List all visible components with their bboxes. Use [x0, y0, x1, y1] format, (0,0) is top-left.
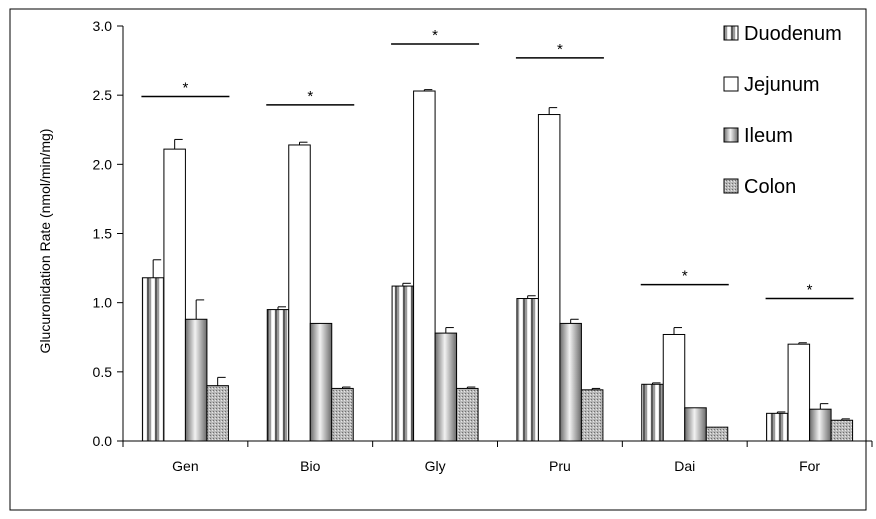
significance-marker-gly: * [432, 27, 438, 44]
bar-jejunum-gen [163, 148, 186, 442]
legend-label-duodenum: Duodenum [744, 23, 842, 45]
y-tick-label: 0.0 [93, 433, 113, 449]
legend-label-colon: Colon [744, 176, 796, 198]
legend-label-ileum: Ileum [744, 125, 793, 147]
legend: Duodenum Jejunum Ileum Colon [723, 23, 842, 198]
bar-ileum-dai [684, 407, 707, 442]
significance-marker-bio: * [307, 88, 313, 105]
x-tick-label-dai: Dai [674, 458, 695, 474]
y-tick-label: 1.5 [93, 226, 113, 242]
bar-duodenum-gly [391, 285, 415, 442]
bar-duodenum-pru [516, 298, 539, 442]
bar-colon-dai [705, 426, 729, 442]
bar-jejunum-dai [662, 333, 686, 442]
bar-jejunum-pru [537, 114, 561, 442]
significance-annotations: * * * * * * [141, 27, 854, 300]
bar-duodenum-bio [266, 309, 290, 442]
legend-swatch-colon [723, 178, 739, 194]
significance-marker-dai: * [682, 268, 688, 285]
bar-jejunum-for [787, 343, 811, 442]
legend-swatch-duodenum [723, 25, 739, 41]
bar-ileum-for [809, 408, 832, 442]
bar-ileum-bio [309, 322, 333, 442]
y-tick-label: 3.0 [93, 18, 113, 34]
legend-label-jejunum: Jejunum [744, 74, 820, 96]
x-tick-label-for: For [799, 458, 820, 474]
y-tick-label: 2.5 [93, 87, 113, 103]
legend-swatch-ileum [723, 127, 739, 143]
bar-duodenum-gen [141, 277, 165, 442]
x-tick-label-gen: Gen [172, 458, 198, 474]
bar-duodenum-dai [641, 383, 664, 442]
significance-marker-for: * [807, 282, 813, 299]
bar-jejunum-bio [288, 144, 311, 442]
bar-colon-for [830, 419, 854, 442]
x-tick-label-pru: Pru [549, 458, 571, 474]
x-axis: Gen Bio Gly Pru Dai For [122, 440, 873, 474]
y-tick-label: 1.0 [93, 295, 113, 311]
y-tick-label: 2.0 [93, 156, 113, 172]
bar-colon-bio [331, 387, 354, 442]
bar-ileum-pru [559, 322, 582, 442]
significance-marker-pru: * [557, 41, 563, 58]
bar-duodenum-for [766, 412, 789, 442]
x-tick-label-bio: Bio [300, 458, 320, 474]
y-tick-label: 0.5 [93, 364, 113, 380]
bar-colon-gly [456, 387, 479, 442]
y-axis: 0.0 0.5 1.0 1.5 2.0 2.5 3.0 [93, 18, 124, 449]
bar-colon-pru [580, 389, 604, 442]
bar-colon-gen [206, 385, 229, 442]
bar-jejunum-gly [413, 90, 436, 442]
significance-marker-gen: * [182, 80, 188, 97]
y-axis-title: Glucuronidation Rate (nmol/min/mg) [37, 129, 53, 354]
legend-swatch-jejunum [723, 76, 739, 92]
bar-ileum-gly [434, 332, 458, 442]
bar-ileum-gen [184, 318, 208, 442]
x-tick-label-gly: Gly [425, 458, 446, 474]
bars [141, 89, 854, 442]
